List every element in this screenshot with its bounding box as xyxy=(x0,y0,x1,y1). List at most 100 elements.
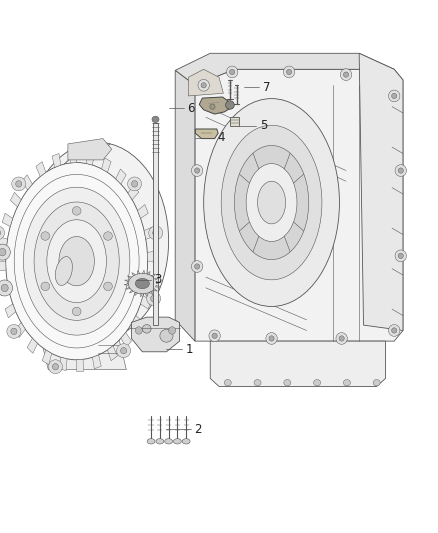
Ellipse shape xyxy=(72,307,81,316)
Polygon shape xyxy=(124,284,128,285)
Ellipse shape xyxy=(212,333,217,338)
Ellipse shape xyxy=(191,261,203,272)
Polygon shape xyxy=(153,123,158,325)
Ellipse shape xyxy=(198,79,209,91)
Polygon shape xyxy=(127,276,131,278)
Ellipse shape xyxy=(156,439,164,444)
Ellipse shape xyxy=(160,329,173,342)
Polygon shape xyxy=(129,290,133,293)
Text: 5: 5 xyxy=(260,119,267,132)
Polygon shape xyxy=(128,185,139,200)
Ellipse shape xyxy=(182,439,190,444)
Ellipse shape xyxy=(47,220,106,303)
Ellipse shape xyxy=(343,379,350,386)
Ellipse shape xyxy=(230,69,235,75)
Polygon shape xyxy=(155,278,159,280)
Ellipse shape xyxy=(398,253,403,259)
Polygon shape xyxy=(70,151,77,163)
Ellipse shape xyxy=(339,336,344,341)
Ellipse shape xyxy=(0,226,4,240)
Polygon shape xyxy=(132,316,143,330)
Polygon shape xyxy=(152,274,155,277)
Polygon shape xyxy=(230,117,239,126)
Polygon shape xyxy=(199,97,231,114)
Polygon shape xyxy=(155,285,160,287)
Ellipse shape xyxy=(340,69,352,80)
Ellipse shape xyxy=(7,325,21,338)
Ellipse shape xyxy=(55,256,72,286)
Ellipse shape xyxy=(104,232,113,240)
Ellipse shape xyxy=(389,90,400,102)
Ellipse shape xyxy=(1,284,8,292)
Polygon shape xyxy=(116,169,126,184)
Ellipse shape xyxy=(343,72,349,77)
Ellipse shape xyxy=(286,69,292,75)
Ellipse shape xyxy=(142,325,151,333)
Ellipse shape xyxy=(389,325,400,336)
Ellipse shape xyxy=(117,344,131,358)
Ellipse shape xyxy=(209,330,220,342)
Ellipse shape xyxy=(149,226,163,240)
Ellipse shape xyxy=(398,168,403,173)
Polygon shape xyxy=(27,338,38,353)
Polygon shape xyxy=(134,293,138,296)
Polygon shape xyxy=(121,333,131,348)
Ellipse shape xyxy=(258,181,286,224)
Polygon shape xyxy=(131,317,180,352)
Ellipse shape xyxy=(72,207,81,215)
Polygon shape xyxy=(188,69,223,96)
Polygon shape xyxy=(195,69,403,341)
Ellipse shape xyxy=(104,282,113,290)
Ellipse shape xyxy=(127,177,141,191)
Polygon shape xyxy=(0,283,9,295)
Ellipse shape xyxy=(194,168,200,173)
Polygon shape xyxy=(156,282,161,284)
Polygon shape xyxy=(5,304,16,318)
Ellipse shape xyxy=(201,83,206,88)
Ellipse shape xyxy=(53,364,59,370)
Polygon shape xyxy=(175,70,195,341)
Polygon shape xyxy=(77,359,84,372)
Ellipse shape xyxy=(169,327,176,334)
Polygon shape xyxy=(142,270,145,273)
Ellipse shape xyxy=(224,379,231,386)
Polygon shape xyxy=(144,227,154,239)
Ellipse shape xyxy=(152,116,159,123)
Polygon shape xyxy=(153,289,157,291)
Ellipse shape xyxy=(395,165,406,176)
Ellipse shape xyxy=(392,328,397,333)
Ellipse shape xyxy=(210,104,215,109)
Ellipse shape xyxy=(173,439,181,444)
Polygon shape xyxy=(124,280,129,282)
Text: 7: 7 xyxy=(263,81,270,94)
Ellipse shape xyxy=(269,336,274,341)
Ellipse shape xyxy=(226,101,234,109)
Ellipse shape xyxy=(226,66,238,78)
Polygon shape xyxy=(138,271,140,274)
Ellipse shape xyxy=(392,93,397,99)
Polygon shape xyxy=(132,272,135,276)
Ellipse shape xyxy=(11,328,17,335)
Text: 3: 3 xyxy=(155,273,162,286)
Ellipse shape xyxy=(221,125,322,280)
Polygon shape xyxy=(138,205,148,219)
Ellipse shape xyxy=(0,244,11,260)
Text: 1: 1 xyxy=(185,343,193,356)
Polygon shape xyxy=(22,175,32,190)
Ellipse shape xyxy=(27,142,169,340)
Ellipse shape xyxy=(254,379,261,386)
Ellipse shape xyxy=(373,379,380,386)
Ellipse shape xyxy=(49,360,63,374)
Polygon shape xyxy=(149,292,153,295)
Polygon shape xyxy=(42,350,52,365)
Ellipse shape xyxy=(41,232,49,240)
Ellipse shape xyxy=(34,202,119,320)
Polygon shape xyxy=(145,293,147,296)
Ellipse shape xyxy=(0,248,6,256)
Ellipse shape xyxy=(191,165,203,176)
Polygon shape xyxy=(107,346,117,361)
Polygon shape xyxy=(11,192,21,207)
Polygon shape xyxy=(0,261,6,271)
Ellipse shape xyxy=(266,333,277,344)
Text: 4: 4 xyxy=(217,131,225,144)
